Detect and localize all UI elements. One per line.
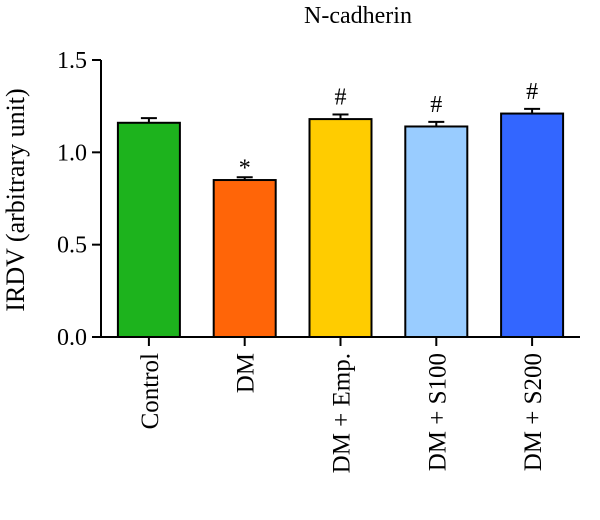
significance-marker: # bbox=[526, 79, 538, 105]
bar-dm-s100 bbox=[404, 125, 469, 339]
y-tick-label: 1.0 bbox=[57, 140, 87, 166]
y-tick-label: 0.0 bbox=[57, 325, 87, 351]
significance-marker: * bbox=[239, 155, 251, 181]
x-tick-label: DM + S200 bbox=[520, 353, 547, 471]
bar-dm-s200 bbox=[500, 112, 565, 339]
y-axis-label: IRDV (arbitrary unit) bbox=[1, 88, 30, 311]
y-tick-label: 1.5 bbox=[57, 48, 87, 74]
bar-control bbox=[116, 121, 181, 338]
significance-marker: # bbox=[335, 84, 347, 110]
x-tick-label: DM + S100 bbox=[424, 353, 451, 471]
bar-dm-emp bbox=[308, 118, 373, 338]
x-tick-label: DM + Emp. bbox=[329, 353, 356, 473]
error-bars bbox=[140, 107, 541, 181]
bar-dm bbox=[212, 179, 277, 338]
x-tick-labels: Control DM DM + Emp. DM + S100 DM + S200 bbox=[137, 337, 547, 473]
chart-title: N-cadherin bbox=[304, 3, 412, 29]
bars bbox=[116, 112, 565, 339]
y-tick-label: 0.5 bbox=[57, 233, 87, 259]
significance-annotations: * # # # bbox=[239, 79, 538, 181]
x-tick-label: Control bbox=[137, 353, 164, 429]
x-tick-label: DM bbox=[233, 353, 260, 393]
significance-marker: # bbox=[430, 92, 442, 118]
y-ticks: 0.0 0.5 1.0 1.5 bbox=[57, 48, 101, 351]
